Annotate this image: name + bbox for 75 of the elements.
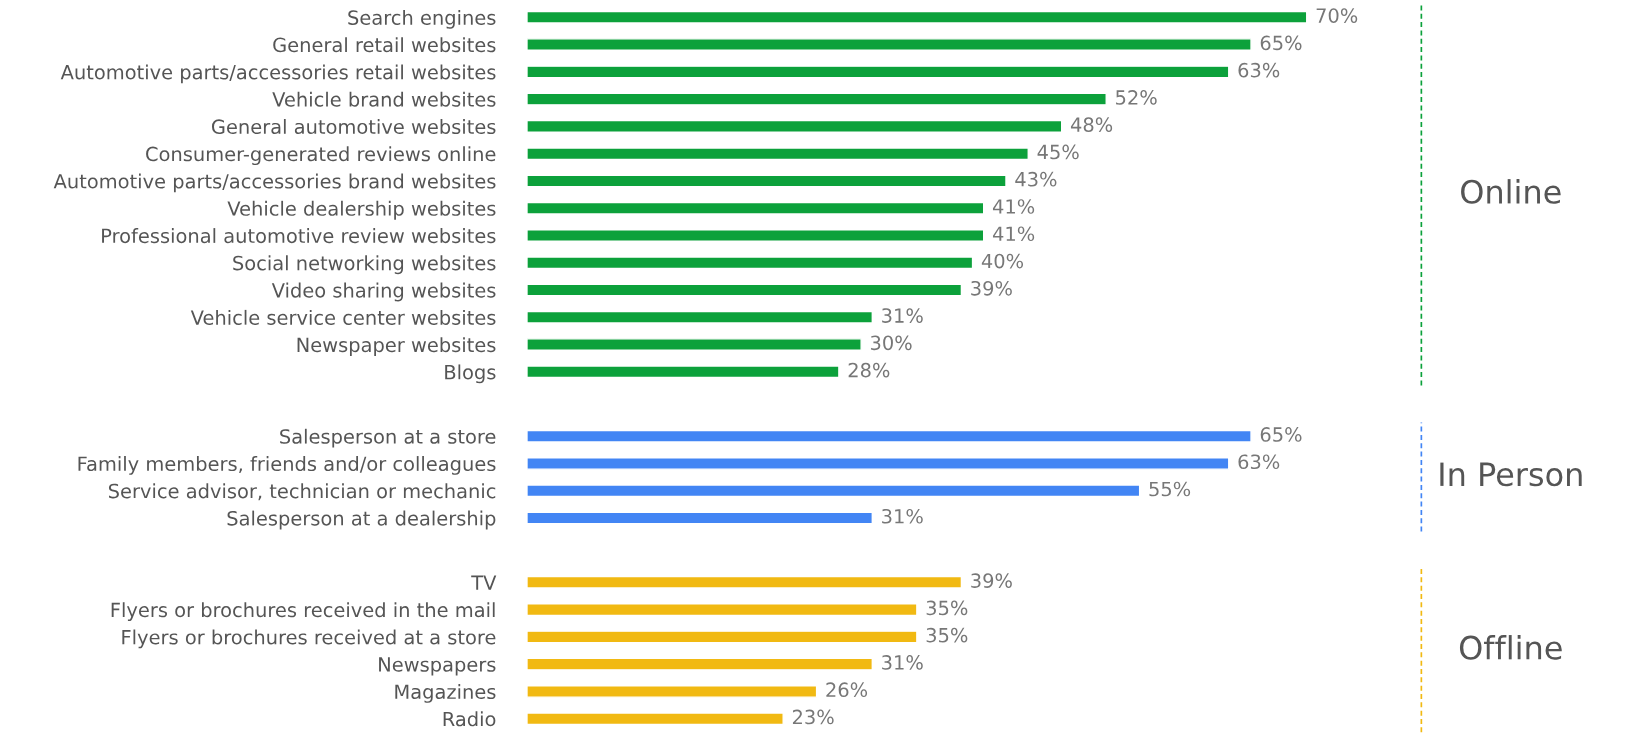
data-label: 30%: [870, 335, 912, 351]
y-tick-label: Salesperson at a dealership: [227, 510, 496, 530]
data-label: 65%: [1260, 35, 1302, 51]
data-label: 52%: [1116, 90, 1157, 105]
y-tick-label: Search engines: [348, 9, 496, 29]
data-label: 40%: [981, 253, 1024, 269]
bar: [526, 201, 985, 215]
data-label: 43%: [1015, 171, 1057, 187]
data-label: 28%: [848, 362, 890, 378]
y-tick-label: Radio: [443, 711, 496, 727]
bar: [526, 429, 1252, 443]
data-label: 31%: [882, 655, 923, 670]
data-label: 41%: [992, 199, 1035, 214]
data-label: 63%: [1238, 62, 1280, 78]
bar: [526, 10, 1308, 24]
y2-axis-title: In Person: [1440, 462, 1582, 487]
data-label: 31%: [882, 508, 923, 524]
data-label: 35%: [926, 627, 968, 643]
y-tick-label: Automotive parts/accessories brand websites: [53, 173, 496, 193]
data-label: 41%: [992, 226, 1035, 242]
bar: [526, 283, 963, 297]
y-tick-label: Blogs: [445, 364, 496, 384]
y-tick-label: Family members, friends and/or colleagues: [78, 456, 496, 475]
y-tick-label: Automotive parts/accessories retail websites: [60, 64, 496, 84]
data-label: 39%: [971, 280, 1012, 296]
bar: [526, 338, 862, 351]
y-tick-label: Consumer-generated reviews online: [146, 146, 496, 166]
y-tick-label: Flyers or brochures received at a store: [122, 629, 496, 649]
y-tick-label: Vehicle service center websites: [190, 309, 496, 325]
data-label: 45%: [1037, 144, 1079, 160]
bar: [526, 147, 1029, 161]
data-label: 48%: [1070, 117, 1113, 133]
bar: [526, 365, 840, 379]
data-label: 65%: [1260, 427, 1302, 442]
bar: [526, 657, 873, 671]
y-tick-label: Newspapers: [379, 657, 496, 676]
y-tick-label: Professional automotive review websites: [102, 228, 496, 244]
y-tick-label: Social networking websites: [233, 255, 496, 275]
bar: [526, 511, 873, 525]
bar: [526, 174, 1007, 188]
data-label: 35%: [926, 600, 968, 616]
data-label: 23%: [792, 709, 834, 725]
y-tick-label: Vehicle brand websites: [272, 91, 496, 107]
bar: [526, 457, 1230, 470]
data-label: 39%: [971, 573, 1012, 588]
bar: [526, 603, 918, 617]
bar: [526, 684, 818, 698]
y-tick-label: Vehicle dealership websites: [227, 200, 496, 220]
y-tick-label: Newspaper websites: [297, 337, 496, 356]
bar: [526, 484, 1141, 498]
bar: [526, 712, 784, 726]
bar: [526, 38, 1252, 52]
y-tick-label: General automotive websites: [211, 119, 496, 135]
y-tick-label: Salesperson at a store: [280, 428, 496, 448]
y2-axis-title: Offline: [1459, 635, 1562, 660]
y-tick-label: TV: [471, 575, 497, 590]
data-label: 70%: [1316, 8, 1358, 23]
bar: [526, 119, 1063, 133]
y-tick-label: Magazines: [395, 684, 496, 703]
data-label: 31%: [882, 308, 923, 323]
y-tick-label: Flyers or brochures received in the mail: [111, 602, 495, 622]
bar: [526, 630, 918, 644]
y-tick-label: Video sharing websites: [271, 282, 496, 302]
bar: [526, 65, 1230, 79]
y-tick-label: General retail websites: [273, 37, 496, 53]
data-label: 26%: [826, 682, 868, 698]
bar: [526, 256, 974, 270]
bar: [526, 575, 963, 589]
bar: [526, 229, 985, 242]
data-label: 55%: [1149, 481, 1191, 497]
data-label: 63%: [1238, 454, 1280, 470]
y2-axis-title: Online: [1461, 179, 1561, 204]
bar: [526, 92, 1107, 106]
bar: [526, 310, 873, 324]
y-tick-label: Service advisor, technician or mechanic: [108, 483, 496, 501]
